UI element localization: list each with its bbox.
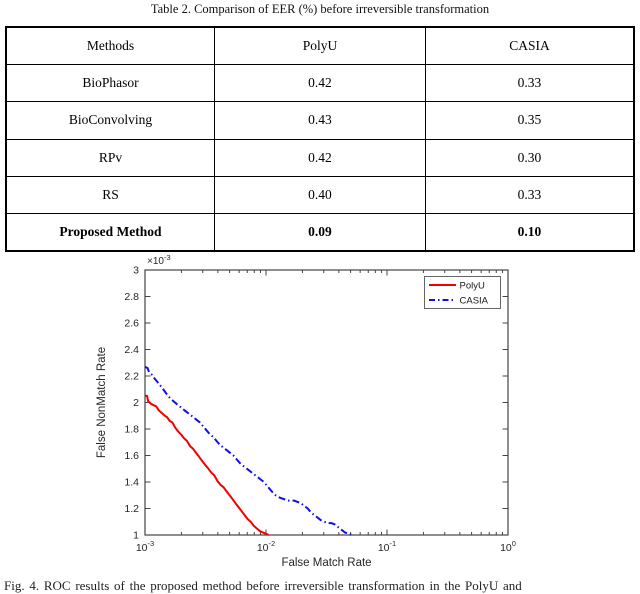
polyu-value: 0.42: [213, 138, 426, 177]
column-header-polyu: PolyU: [213, 26, 426, 66]
method-name: BioConvolving: [5, 101, 215, 140]
table-row: RS 0.40 0.33: [5, 175, 635, 214]
casia-value: 0.10: [424, 212, 635, 252]
table-title: Table 2. Comparison of EER (%) before ir…: [150, 2, 490, 16]
figure-caption: Fig. 4. ROC results of the proposed meth…: [4, 578, 522, 593]
method-name: BioPhasor: [5, 64, 215, 103]
casia-value: 0.35: [424, 101, 635, 140]
table-row: RPv 0.42 0.30: [5, 138, 635, 177]
axis-ticks: [144, 269, 509, 536]
y-tick-label: 2.6: [124, 318, 139, 330]
eer-comparison-table: Methods PolyU CASIA BioPhasor 0.42 0.33 …: [5, 26, 635, 253]
method-name: RPv: [5, 138, 215, 177]
table-header-row: Methods PolyU CASIA: [5, 26, 635, 66]
x-tick-label: 10-2: [257, 539, 275, 554]
x-tick-label: 100: [500, 539, 516, 554]
method-name: Proposed Method: [5, 212, 215, 252]
y-tick-label: 2: [133, 397, 139, 409]
plot-box: [144, 269, 509, 536]
y-tick-label: 1.2: [124, 503, 139, 515]
polyu-value: 0.43: [213, 101, 426, 140]
y-axis-label: False NonMatch Rate: [96, 347, 108, 458]
legend-label-casia: CASIA: [460, 296, 489, 307]
table-row: BioPhasor 0.42 0.33: [5, 64, 635, 103]
y-tick-label: 3: [133, 265, 139, 277]
y-tick-label: 1.6: [124, 450, 139, 462]
x-tick-label: 10-3: [136, 539, 154, 554]
polyu-value: 0.42: [213, 64, 426, 103]
table-row: BioConvolving 0.43 0.35: [5, 101, 635, 140]
y-axis-multiplier: ×10-3: [147, 255, 171, 267]
series-polyu-line: [145, 394, 270, 536]
y-tick-label: 1: [133, 530, 139, 542]
casia-value: 0.33: [424, 175, 635, 214]
casia-value: 0.30: [424, 138, 635, 177]
column-header-methods: Methods: [5, 26, 215, 66]
polyu-value: 0.40: [213, 175, 426, 214]
legend-box: [424, 276, 501, 309]
polyu-value: 0.09: [213, 212, 426, 252]
x-axis-label: False Match Rate: [281, 557, 371, 569]
x-tick-label: 10-1: [378, 539, 396, 554]
casia-value: 0.33: [424, 64, 635, 103]
y-tick-label: 1.8: [124, 424, 139, 436]
method-name: RS: [5, 175, 215, 214]
y-tick-label: 2.4: [124, 344, 139, 356]
legend: PolyU CASIA: [424, 276, 501, 309]
y-tick-label: 2.2: [124, 371, 139, 383]
roc-plot: 10-3 10-2 10-1 100 1 1.2 1.4 1.6 1.8 2 2.2 2.4 2.6 2.…: [96, 255, 516, 569]
legend-label-polyu: PolyU: [460, 281, 485, 292]
y-tick-label: 2.8: [124, 291, 139, 303]
series-casia-line: [144, 365, 354, 536]
column-header-casia: CASIA: [424, 26, 635, 66]
y-tick-label: 1.4: [124, 477, 139, 489]
tick-labels: 10-3 10-2 10-1 100 1 1.2 1.4 1.6 1.8 2 2.2 2.4 2.6 2.…: [124, 265, 516, 555]
table-row-proposed-method: Proposed Method 0.09 0.10: [5, 212, 635, 252]
